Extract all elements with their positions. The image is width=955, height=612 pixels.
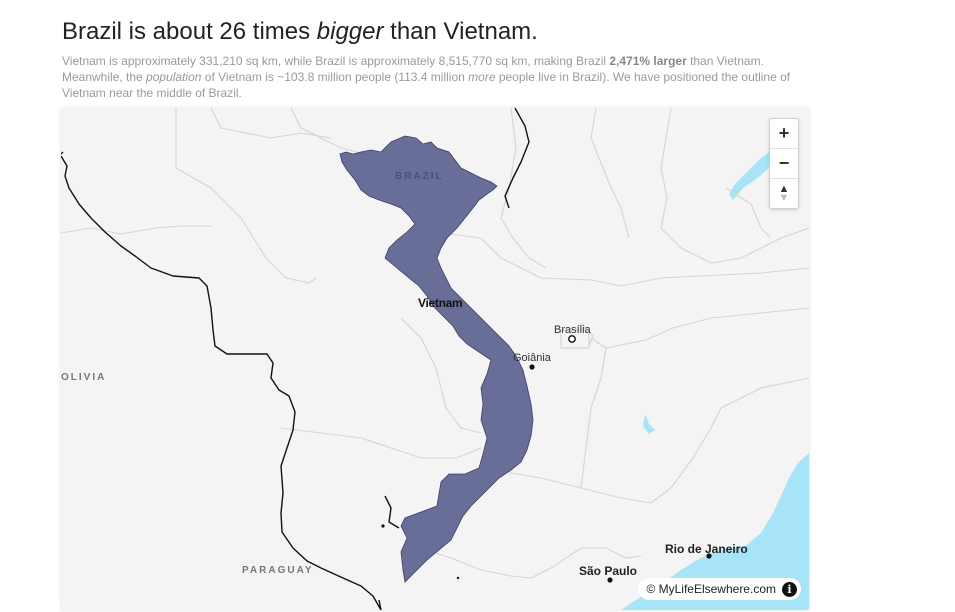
country-borders bbox=[61, 108, 530, 610]
goiania-marker[interactable] bbox=[529, 364, 535, 370]
zoom-out-button[interactable]: − bbox=[770, 148, 798, 178]
desc-more-emphasis: more bbox=[468, 70, 496, 84]
vietnam-outline-overlay[interactable] bbox=[339, 135, 534, 583]
map-attribution: © MyLifeElsewhere.com i bbox=[638, 578, 801, 600]
brazil-label: BRAZIL bbox=[395, 171, 444, 182]
map-zoom-controls: + − ▲ ▼ bbox=[769, 118, 799, 209]
desc-population-emphasis: population bbox=[146, 70, 202, 84]
brasilia-capital-marker[interactable] bbox=[568, 335, 576, 343]
compass-reset-button[interactable]: ▲ ▼ bbox=[770, 178, 798, 208]
desc-text-4: people live in Brazil). We have position… bbox=[62, 70, 791, 100]
island-dot bbox=[381, 524, 385, 528]
compass-north-icon: ▲ bbox=[778, 182, 790, 195]
reservoir-lake-small bbox=[643, 414, 655, 434]
state-borders bbox=[61, 108, 809, 579]
atlantic-ocean bbox=[621, 453, 809, 610]
map-container[interactable]: BRAZIL Vietnam OLIVIA PARAGUAY Brasília … bbox=[61, 108, 809, 610]
comparison-description: Vietnam is approximately 331,210 sq km, … bbox=[62, 53, 802, 101]
sao-paulo-label: São Paulo bbox=[579, 564, 638, 578]
headline: Brazil is about 26 times bigger than Vie… bbox=[62, 17, 538, 47]
sao-paulo-marker[interactable] bbox=[607, 577, 613, 583]
desc-text-3: of Vietnam is ~103.8 million people (113… bbox=[201, 70, 469, 84]
island-dot bbox=[456, 576, 460, 580]
brasilia-label: Brasília bbox=[554, 324, 591, 336]
goiania-label: Goiânia bbox=[513, 352, 551, 364]
info-icon[interactable]: i bbox=[782, 581, 797, 597]
paraguay-label: PARAGUAY bbox=[242, 565, 314, 576]
federal-district-border bbox=[560, 329, 590, 349]
rio-de-janeiro-label: Rio de Janeiro bbox=[665, 542, 748, 556]
attribution-text[interactable]: © MyLifeElsewhere.com bbox=[646, 582, 776, 596]
headline-part1: Brazil is about 26 times bbox=[62, 18, 317, 45]
desc-percent-larger: 2,471% larger bbox=[609, 54, 687, 68]
bolivia-label: OLIVIA bbox=[61, 372, 107, 383]
compass-south-icon: ▼ bbox=[778, 191, 790, 204]
vietnam-label: Vietnam bbox=[418, 296, 463, 310]
headline-part2: than Vietnam. bbox=[383, 18, 538, 45]
zoom-in-button[interactable]: + bbox=[778, 123, 790, 143]
reservoir-lake-north bbox=[729, 152, 773, 200]
map-canvas[interactable] bbox=[61, 108, 809, 610]
headline-emphasis: bigger bbox=[316, 18, 384, 45]
rio-de-janeiro-marker[interactable] bbox=[706, 553, 712, 559]
desc-text-2: than Vietnam. Meanwhile, the bbox=[62, 54, 764, 84]
desc-text-1: Vietnam is approximately 331,210 sq km, … bbox=[62, 54, 610, 68]
